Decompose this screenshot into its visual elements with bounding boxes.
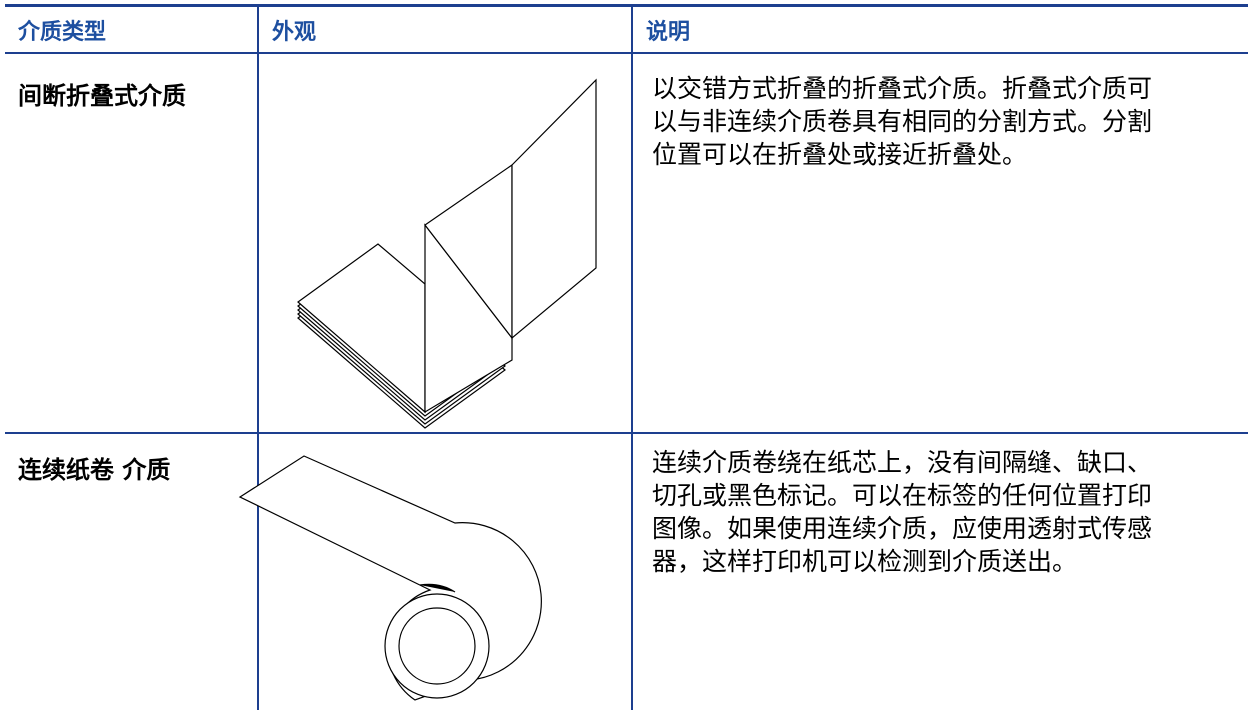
header-cell: 外观 xyxy=(272,20,317,45)
description-line: 连续介质卷绕在纸芯上，没有间隔缝、缺口、 xyxy=(652,448,1153,477)
media-type: 间断折叠式介质 xyxy=(18,82,186,110)
header-cell: 介质类型 xyxy=(18,20,107,45)
media-type: 连续纸卷 介质 xyxy=(18,456,171,484)
description-line: 器，这样打印机可以检测到介质送出。 xyxy=(652,547,1078,576)
description-line: 位置可以在折叠处或接近折叠处。 xyxy=(652,140,1028,169)
table-top-border xyxy=(5,4,1248,7)
column-border xyxy=(631,6,633,710)
description-line: 图像。如果使用连续介质，应使用透射式传感 xyxy=(652,514,1153,543)
header-cell: 说明 xyxy=(646,20,691,45)
roll-illustration xyxy=(238,455,542,701)
description-line: 以与非连续介质卷具有相同的分割方式。分割 xyxy=(652,107,1153,136)
header-border xyxy=(5,52,1248,54)
fanfold-illustration xyxy=(297,78,597,429)
description: 连续介质卷绕在纸芯上，没有间隔缝、缺口、 切孔或黑色标记。可以在标签的任何位置打印… xyxy=(652,446,1152,578)
description-line: 以交错方式折叠的折叠式介质。折叠式介质可 xyxy=(652,74,1153,103)
column-border xyxy=(257,6,259,710)
row-border xyxy=(5,432,1248,434)
description: 以交错方式折叠的折叠式介质。折叠式介质可 以与非连续介质卷具有相同的分割方式。分割… xyxy=(652,72,1152,171)
description-line: 切孔或黑色标记。可以在标签的任何位置打印 xyxy=(652,481,1153,510)
